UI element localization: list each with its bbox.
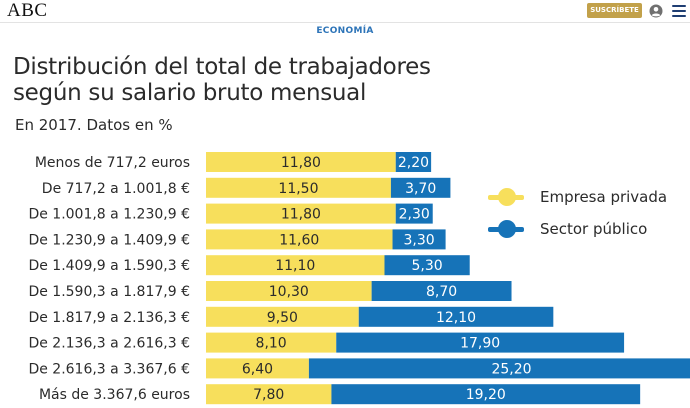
category-label: De 1.001,8 a 1.230,9 € [28, 207, 190, 223]
chart-title-line-2: según su salario bruto mensual [13, 80, 367, 106]
section-label[interactable]: ECONOMÍA [316, 26, 374, 36]
data-label-private: 7,80 [253, 387, 284, 403]
chart-title-line-1: Distribución del total de trabajadores [13, 54, 431, 80]
data-label-private: 11,50 [278, 181, 318, 197]
data-label-public: 25,20 [491, 361, 531, 377]
data-label-public: 3,70 [405, 181, 436, 197]
data-label-private: 6,40 [242, 361, 273, 377]
data-label-public: 8,70 [426, 284, 457, 300]
data-label-private: 10,30 [269, 284, 309, 300]
data-label-private: 9,50 [267, 310, 298, 326]
legend-dot-private [498, 188, 516, 206]
bar-public [384, 255, 470, 276]
legend-dot-public [498, 220, 516, 238]
legend-label-public: Sector público [540, 220, 648, 238]
bar-public [392, 229, 446, 250]
bar-public [308, 358, 690, 379]
category-label: Menos de 717,2 euros [35, 155, 190, 171]
top-bar: ABC SUSCRÍBETE [0, 0, 690, 23]
subscribe-button[interactable]: SUSCRÍBETE [587, 3, 642, 18]
bar-private [206, 203, 396, 224]
data-label-public: 2,30 [399, 207, 430, 223]
data-label-private: 11,60 [279, 232, 319, 248]
data-label-public: 12,10 [436, 310, 476, 326]
data-label-public: 5,30 [412, 258, 443, 274]
user-icon[interactable] [649, 4, 663, 18]
bar-private [206, 384, 332, 405]
bar-public [390, 177, 451, 198]
category-label: De 1.409,9 a 1.590,3 € [28, 258, 190, 274]
data-label-public: 19,20 [466, 387, 506, 403]
data-label-public: 3,30 [403, 232, 434, 248]
bar-private [206, 306, 359, 327]
category-label: De 2.136,3 a 2.616,3 € [28, 336, 190, 352]
chart-title: Distribución del total de trabajadores s… [13, 54, 613, 106]
legend-label-private: Empresa privada [540, 188, 668, 206]
bar-public [371, 281, 512, 301]
bar-public [336, 332, 625, 353]
bar-public [395, 203, 433, 224]
bar-private [206, 332, 337, 353]
chart-subtitle: En 2017. Datos en % [15, 116, 173, 134]
bar-private [206, 358, 309, 379]
bar-private [206, 281, 372, 301]
data-label-private: 11,80 [281, 207, 321, 223]
abc-logo[interactable]: ABC [7, 0, 48, 21]
category-label: De 717,2 a 1.001,8 € [42, 181, 190, 197]
bar-private [206, 255, 385, 276]
bar-public [358, 306, 554, 327]
bar-public [395, 152, 432, 172]
category-label: De 1.590,3 a 1.817,9 € [28, 284, 190, 300]
bar-private [206, 152, 396, 172]
bar-private [206, 229, 393, 250]
data-label-public: 2,20 [398, 155, 429, 171]
bar-private [206, 177, 391, 198]
data-label-private: 8,10 [256, 336, 287, 352]
menu-icon[interactable] [672, 5, 686, 17]
category-label: De 1.817,9 a 2.136,3 € [28, 310, 190, 326]
data-label-public: 17,90 [460, 336, 500, 352]
category-label: De 2.616,3 a 3.367,6 € [28, 361, 190, 377]
bar-public [331, 384, 641, 405]
data-label-private: 11,80 [281, 155, 321, 171]
category-label: Más de 3.367,6 euros [39, 387, 190, 403]
category-label: De 1.230,9 a 1.409,9 € [28, 232, 190, 248]
data-label-private: 11,10 [275, 258, 315, 274]
